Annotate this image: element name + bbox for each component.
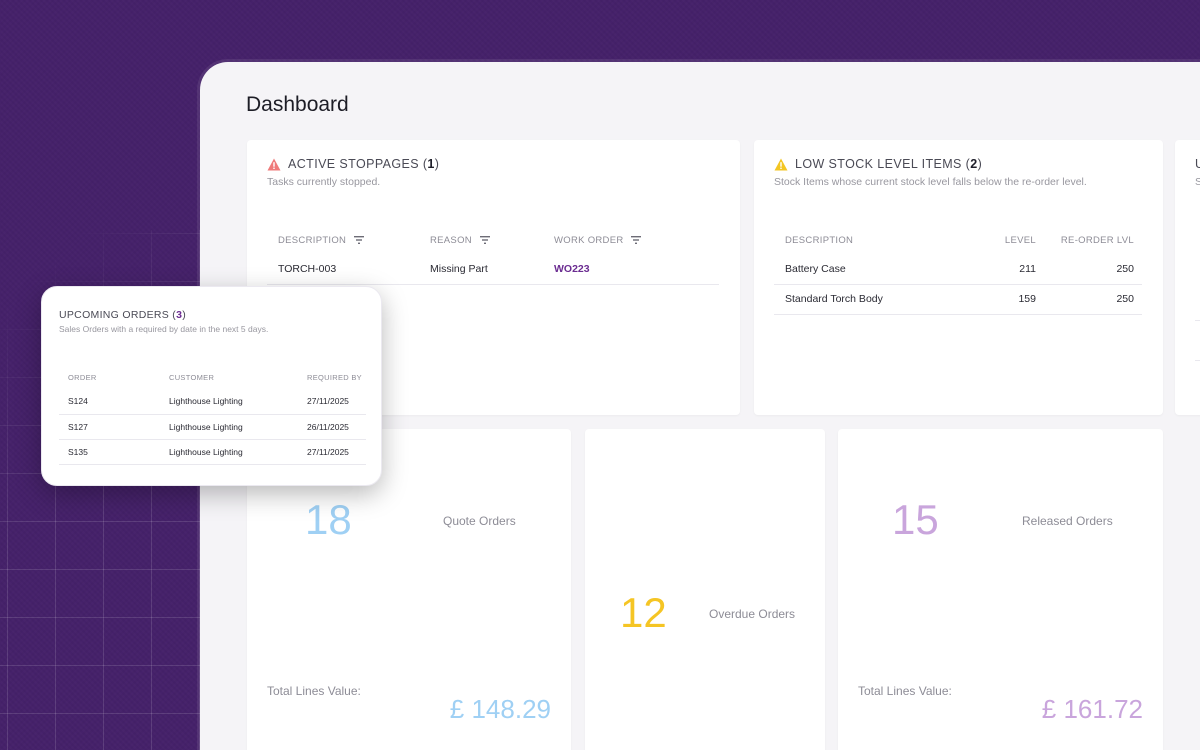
column-header-customer[interactable]: CUSTOMER xyxy=(169,372,215,382)
order-customer: Lighthouse Lighting xyxy=(169,439,307,465)
stock-level: 159 xyxy=(974,284,1036,315)
order-required-by: 26/11/2025 xyxy=(307,414,366,440)
order-number: S127 xyxy=(59,414,169,440)
upcoming-orders-label: UPCOMING ORDERS xyxy=(59,309,170,321)
low-stock-table: DESCRIPTION LEVEL RE-ORDER LVL Battery C… xyxy=(774,226,1142,315)
column-header-description[interactable]: DESCRIPTION xyxy=(785,234,854,246)
active-stoppages-subtitle: Tasks currently stopped. xyxy=(267,176,381,188)
low-stock-count: 2 xyxy=(970,157,978,171)
active-stoppages-title: ACTIVE STOPPAGES (1) xyxy=(267,157,439,171)
partial-card-title: U xyxy=(1195,157,1200,171)
work-order-link[interactable]: WO223 xyxy=(554,262,590,275)
partial-card-subtitle: S xyxy=(1195,176,1200,188)
table-row[interactable]: S127 Lighthouse Lighting 26/11/2025 xyxy=(59,414,366,440)
upcoming-orders-card: UPCOMING ORDERS (3) Sales Orders with a … xyxy=(41,286,382,486)
upcoming-orders-table: ORDER CUSTOMER REQUIRED BY S124 Lighthou… xyxy=(59,365,366,465)
quote-orders-count: 18 xyxy=(305,496,352,543)
stock-description: Battery Case xyxy=(774,254,974,285)
active-stoppages-label: ACTIVE STOPPAGES xyxy=(288,157,419,171)
overdue-orders-card[interactable]: 12 Overdue Orders xyxy=(585,429,825,750)
table-row[interactable]: TORCH-003 Missing Part WO223 xyxy=(267,254,719,285)
filter-icon[interactable] xyxy=(631,235,642,244)
low-stock-card: LOW STOCK LEVEL ITEMS (2) Stock Items wh… xyxy=(754,140,1163,415)
page-title: Dashboard xyxy=(246,93,349,116)
table-row[interactable]: S124 Lighthouse Lighting 27/11/2025 xyxy=(59,389,366,415)
active-stoppages-table: DESCRIPTION REASON WORK ORDER TORCH-003 xyxy=(267,226,719,285)
column-header-order[interactable]: ORDER xyxy=(68,372,97,382)
stock-level: 211 xyxy=(974,254,1036,285)
table-row[interactable]: Standard Torch Body 159 250 xyxy=(774,284,1142,315)
quote-total-value: £ 148.29 xyxy=(449,694,551,724)
order-required-by: 27/11/2025 xyxy=(307,439,366,465)
overdue-orders-count: 12 xyxy=(620,589,667,636)
order-required-by: 27/11/2025 xyxy=(307,389,366,415)
warning-icon xyxy=(774,158,788,170)
low-stock-subtitle: Stock Items whose current stock level fa… xyxy=(774,176,1087,188)
released-orders-label: Released Orders xyxy=(1022,514,1113,528)
released-orders-count: 15 xyxy=(892,496,939,543)
released-total-value: £ 161.72 xyxy=(1041,694,1143,724)
divider xyxy=(1195,360,1200,361)
quote-orders-card[interactable]: 18 Quote Orders Total Lines Value: £ 148… xyxy=(247,429,571,750)
upcoming-orders-count: 3 xyxy=(176,309,183,321)
upcoming-orders-subtitle: Sales Orders with a required by date in … xyxy=(59,324,269,334)
column-header-reason[interactable]: REASON xyxy=(430,226,554,254)
table-row[interactable]: S135 Lighthouse Lighting 27/11/2025 xyxy=(59,439,366,465)
divider xyxy=(1195,320,1200,321)
released-total-label: Total Lines Value: xyxy=(858,684,952,698)
released-orders-card[interactable]: 15 Released Orders Total Lines Value: £ … xyxy=(838,429,1163,750)
filter-icon[interactable] xyxy=(479,235,490,244)
stock-reorder-level: 250 xyxy=(1036,284,1142,315)
app-window: Dashboard ACTIVE STOPPAGES (1) Tasks cur… xyxy=(200,62,1200,750)
low-stock-label: LOW STOCK LEVEL ITEMS xyxy=(795,157,962,171)
order-number: S135 xyxy=(59,439,169,465)
quote-total-label: Total Lines Value: xyxy=(267,684,361,698)
active-stoppages-count: 1 xyxy=(427,157,435,171)
column-header-description[interactable]: DESCRIPTION xyxy=(267,226,430,254)
warning-icon xyxy=(267,158,281,170)
order-customer: Lighthouse Lighting xyxy=(169,414,307,440)
column-header-level[interactable]: LEVEL xyxy=(1004,234,1036,246)
overdue-orders-label: Overdue Orders xyxy=(709,607,796,621)
order-customer: Lighthouse Lighting xyxy=(169,389,307,415)
column-header-required-by[interactable]: REQUIRED BY xyxy=(307,372,362,382)
column-header-reorder-level[interactable]: RE-ORDER LVL xyxy=(1060,234,1134,246)
stock-reorder-level: 250 xyxy=(1036,254,1142,285)
order-number: S124 xyxy=(59,389,169,415)
column-header-work-order[interactable]: WORK ORDER xyxy=(554,226,719,254)
partial-card: U S xyxy=(1175,140,1200,415)
low-stock-title: LOW STOCK LEVEL ITEMS (2) xyxy=(774,157,982,171)
table-row[interactable]: Battery Case 211 250 xyxy=(774,254,1142,285)
stock-description: Standard Torch Body xyxy=(774,284,974,315)
quote-orders-label: Quote Orders xyxy=(443,514,516,528)
stoppage-reason: Missing Part xyxy=(430,254,554,285)
stoppage-description: TORCH-003 xyxy=(267,254,430,285)
upcoming-orders-title: UPCOMING ORDERS (3) xyxy=(59,309,187,321)
filter-icon[interactable] xyxy=(354,235,365,244)
